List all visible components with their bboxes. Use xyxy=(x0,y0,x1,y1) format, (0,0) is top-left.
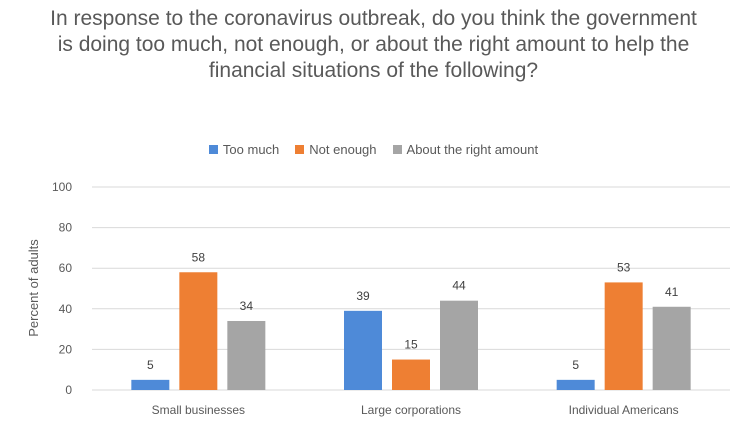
legend-label-not-enough: Not enough xyxy=(309,142,377,157)
legend-label-about-right: About the right amount xyxy=(406,142,539,157)
x-tick-label: Individual Americans xyxy=(569,403,679,417)
data-label: 34 xyxy=(240,299,254,313)
data-label: 41 xyxy=(665,285,679,299)
legend-item-too-much: Too much xyxy=(208,142,280,157)
bar xyxy=(131,379,170,390)
legend-item-about-right: About the right amount xyxy=(392,142,539,157)
data-label: 5 xyxy=(572,358,579,372)
data-label: 58 xyxy=(192,250,206,264)
y-tick-label: 0 xyxy=(65,383,72,397)
y-tick-label: 100 xyxy=(52,180,72,194)
data-label: 53 xyxy=(617,260,631,274)
bar xyxy=(604,282,643,390)
bar xyxy=(392,359,430,390)
y-axis-title: Percent of adults xyxy=(26,239,41,337)
bar xyxy=(179,272,218,390)
bar xyxy=(227,320,266,390)
y-tick-label: 20 xyxy=(59,342,73,356)
y-axis-ticks: 0 20 40 60 80 100 xyxy=(52,180,72,397)
chart-title: In response to the coronavirus outbreak,… xyxy=(50,7,697,82)
legend-swatch-too-much xyxy=(208,145,218,154)
bar xyxy=(344,310,382,390)
legend-label-too-much: Too much xyxy=(222,142,280,157)
bars: 5 58 34 39 15 44 5 53 41 xyxy=(131,250,691,390)
x-tick-label: Large corporations xyxy=(361,403,461,417)
x-axis-ticks: Small businesses Large corporations Indivi… xyxy=(152,403,679,417)
legend-swatch-not-enough xyxy=(295,145,305,154)
legend-swatch-about-right xyxy=(392,145,402,154)
y-tick-label: 60 xyxy=(59,261,73,275)
bar xyxy=(652,306,691,390)
data-label: 39 xyxy=(356,289,370,303)
legend-item-not-enough: Not enough xyxy=(295,142,377,157)
data-label: 44 xyxy=(452,279,466,293)
data-label: 5 xyxy=(147,358,154,372)
y-tick-label: 80 xyxy=(59,221,73,235)
x-tick-label: Small businesses xyxy=(152,403,245,417)
legend: Too much Not enough About the right amou… xyxy=(0,142,747,157)
bar xyxy=(440,300,478,390)
bar xyxy=(556,379,595,390)
data-label: 15 xyxy=(404,338,418,352)
y-tick-label: 40 xyxy=(59,302,73,316)
